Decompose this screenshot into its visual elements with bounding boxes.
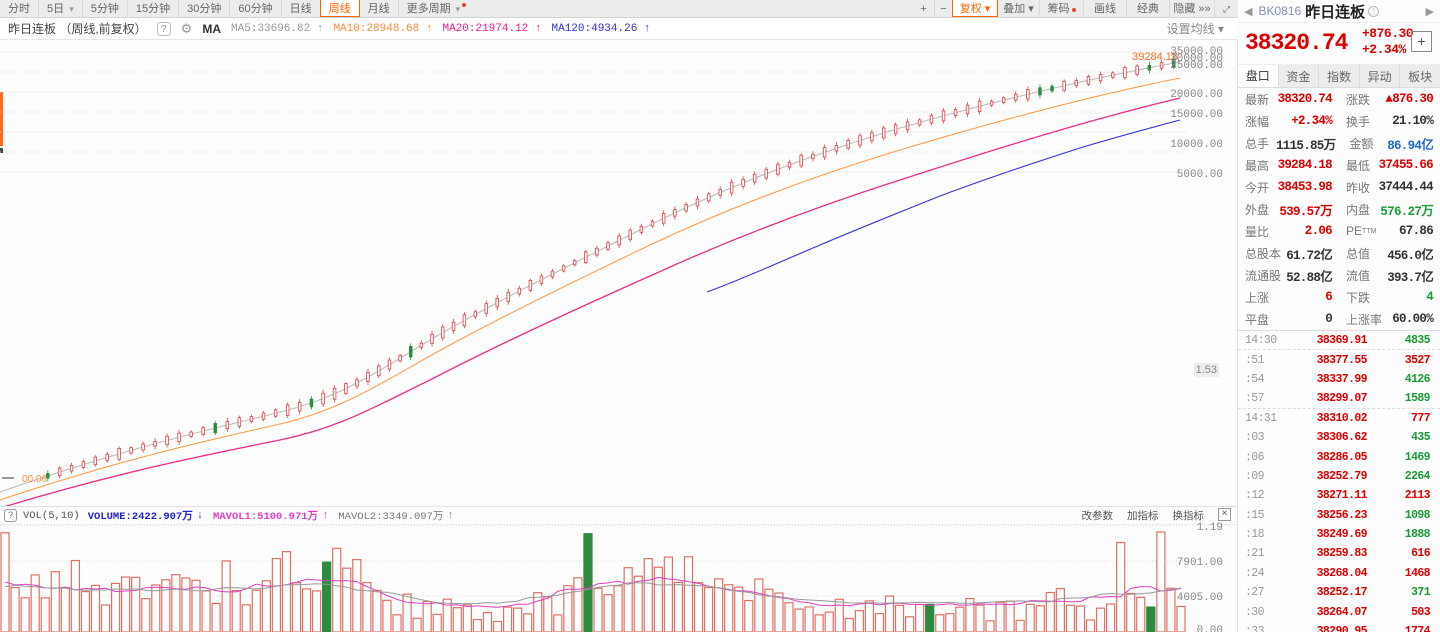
svg-text:00.06: 00.06 (22, 474, 47, 485)
